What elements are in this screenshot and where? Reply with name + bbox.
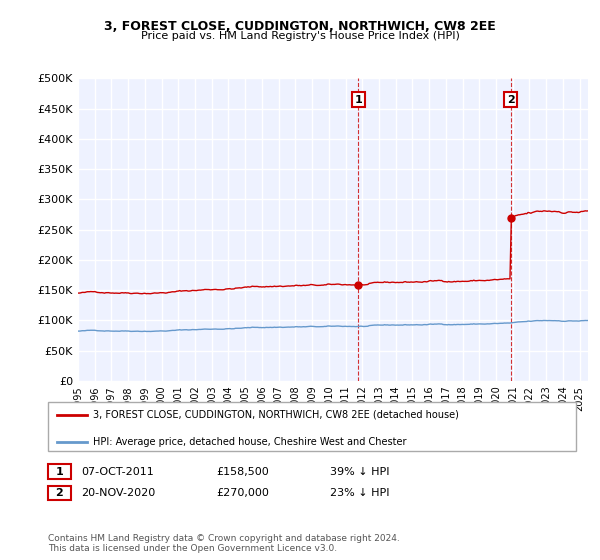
Text: Contains HM Land Registry data © Crown copyright and database right 2024.
This d: Contains HM Land Registry data © Crown c… bbox=[48, 534, 400, 553]
Text: 23% ↓ HPI: 23% ↓ HPI bbox=[330, 488, 389, 498]
Text: 2: 2 bbox=[507, 95, 515, 105]
Text: 39% ↓ HPI: 39% ↓ HPI bbox=[330, 466, 389, 477]
Text: Price paid vs. HM Land Registry's House Price Index (HPI): Price paid vs. HM Land Registry's House … bbox=[140, 31, 460, 41]
Text: 2: 2 bbox=[56, 488, 63, 498]
Text: HPI: Average price, detached house, Cheshire West and Chester: HPI: Average price, detached house, Ches… bbox=[93, 437, 407, 447]
Text: 07-OCT-2011: 07-OCT-2011 bbox=[81, 466, 154, 477]
Text: 1: 1 bbox=[56, 466, 63, 477]
Text: 1: 1 bbox=[355, 95, 362, 105]
Text: 3, FOREST CLOSE, CUDDINGTON, NORTHWICH, CW8 2EE (detached house): 3, FOREST CLOSE, CUDDINGTON, NORTHWICH, … bbox=[93, 410, 459, 420]
Text: 20-NOV-2020: 20-NOV-2020 bbox=[81, 488, 155, 498]
Text: £158,500: £158,500 bbox=[216, 466, 269, 477]
Text: £270,000: £270,000 bbox=[216, 488, 269, 498]
Text: 3, FOREST CLOSE, CUDDINGTON, NORTHWICH, CW8 2EE: 3, FOREST CLOSE, CUDDINGTON, NORTHWICH, … bbox=[104, 20, 496, 32]
